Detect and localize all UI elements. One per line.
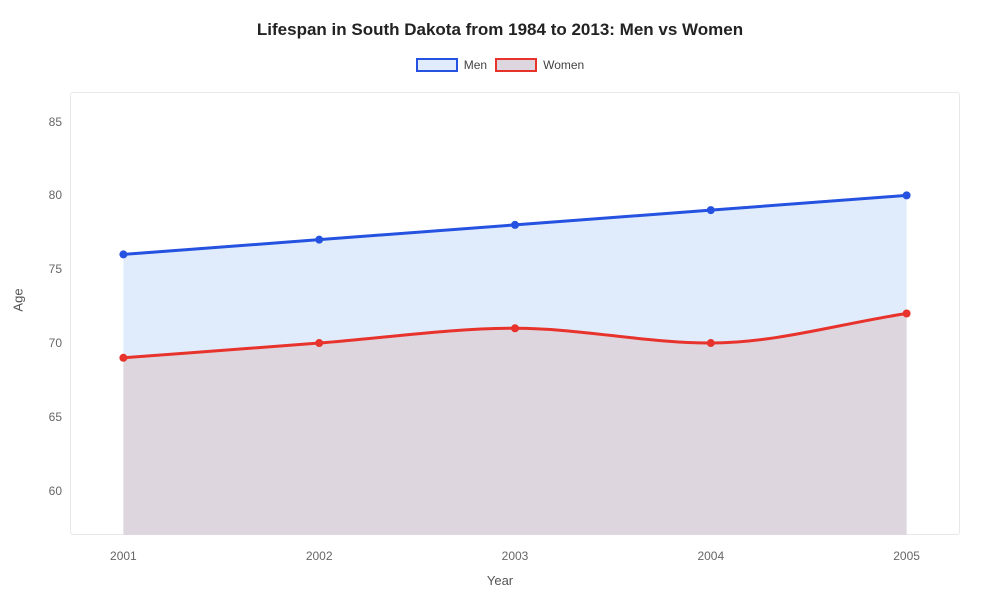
legend-item-men[interactable]: Men — [416, 58, 487, 72]
data-point[interactable] — [903, 191, 911, 199]
y-tick: 60 — [32, 484, 62, 498]
legend-item-women[interactable]: Women — [495, 58, 584, 72]
y-axis-label: Age — [11, 288, 26, 311]
plot-area: 60657075808520012002200320042005 — [70, 92, 960, 535]
data-point[interactable] — [119, 250, 127, 258]
x-axis-label: Year — [487, 573, 513, 588]
legend-label-women: Women — [543, 58, 584, 72]
data-point[interactable] — [119, 354, 127, 362]
y-tick: 75 — [32, 262, 62, 276]
x-tick: 2002 — [306, 549, 333, 563]
data-point[interactable] — [315, 236, 323, 244]
x-tick: 2005 — [893, 549, 920, 563]
data-point[interactable] — [707, 206, 715, 214]
data-point[interactable] — [315, 339, 323, 347]
y-tick: 80 — [32, 188, 62, 202]
data-point[interactable] — [903, 310, 911, 318]
legend-label-men: Men — [464, 58, 487, 72]
legend-swatch-women — [495, 58, 537, 72]
y-tick: 65 — [32, 410, 62, 424]
x-tick: 2004 — [697, 549, 724, 563]
x-tick: 2001 — [110, 549, 137, 563]
y-tick: 85 — [32, 115, 62, 129]
data-layer — [70, 92, 960, 535]
chart-container: Lifespan in South Dakota from 1984 to 20… — [0, 0, 1000, 600]
legend-swatch-men — [416, 58, 458, 72]
data-point[interactable] — [511, 221, 519, 229]
chart-title: Lifespan in South Dakota from 1984 to 20… — [0, 0, 1000, 40]
y-tick: 70 — [32, 336, 62, 350]
data-point[interactable] — [707, 339, 715, 347]
x-tick: 2003 — [502, 549, 529, 563]
data-point[interactable] — [511, 324, 519, 332]
legend: Men Women — [0, 58, 1000, 72]
